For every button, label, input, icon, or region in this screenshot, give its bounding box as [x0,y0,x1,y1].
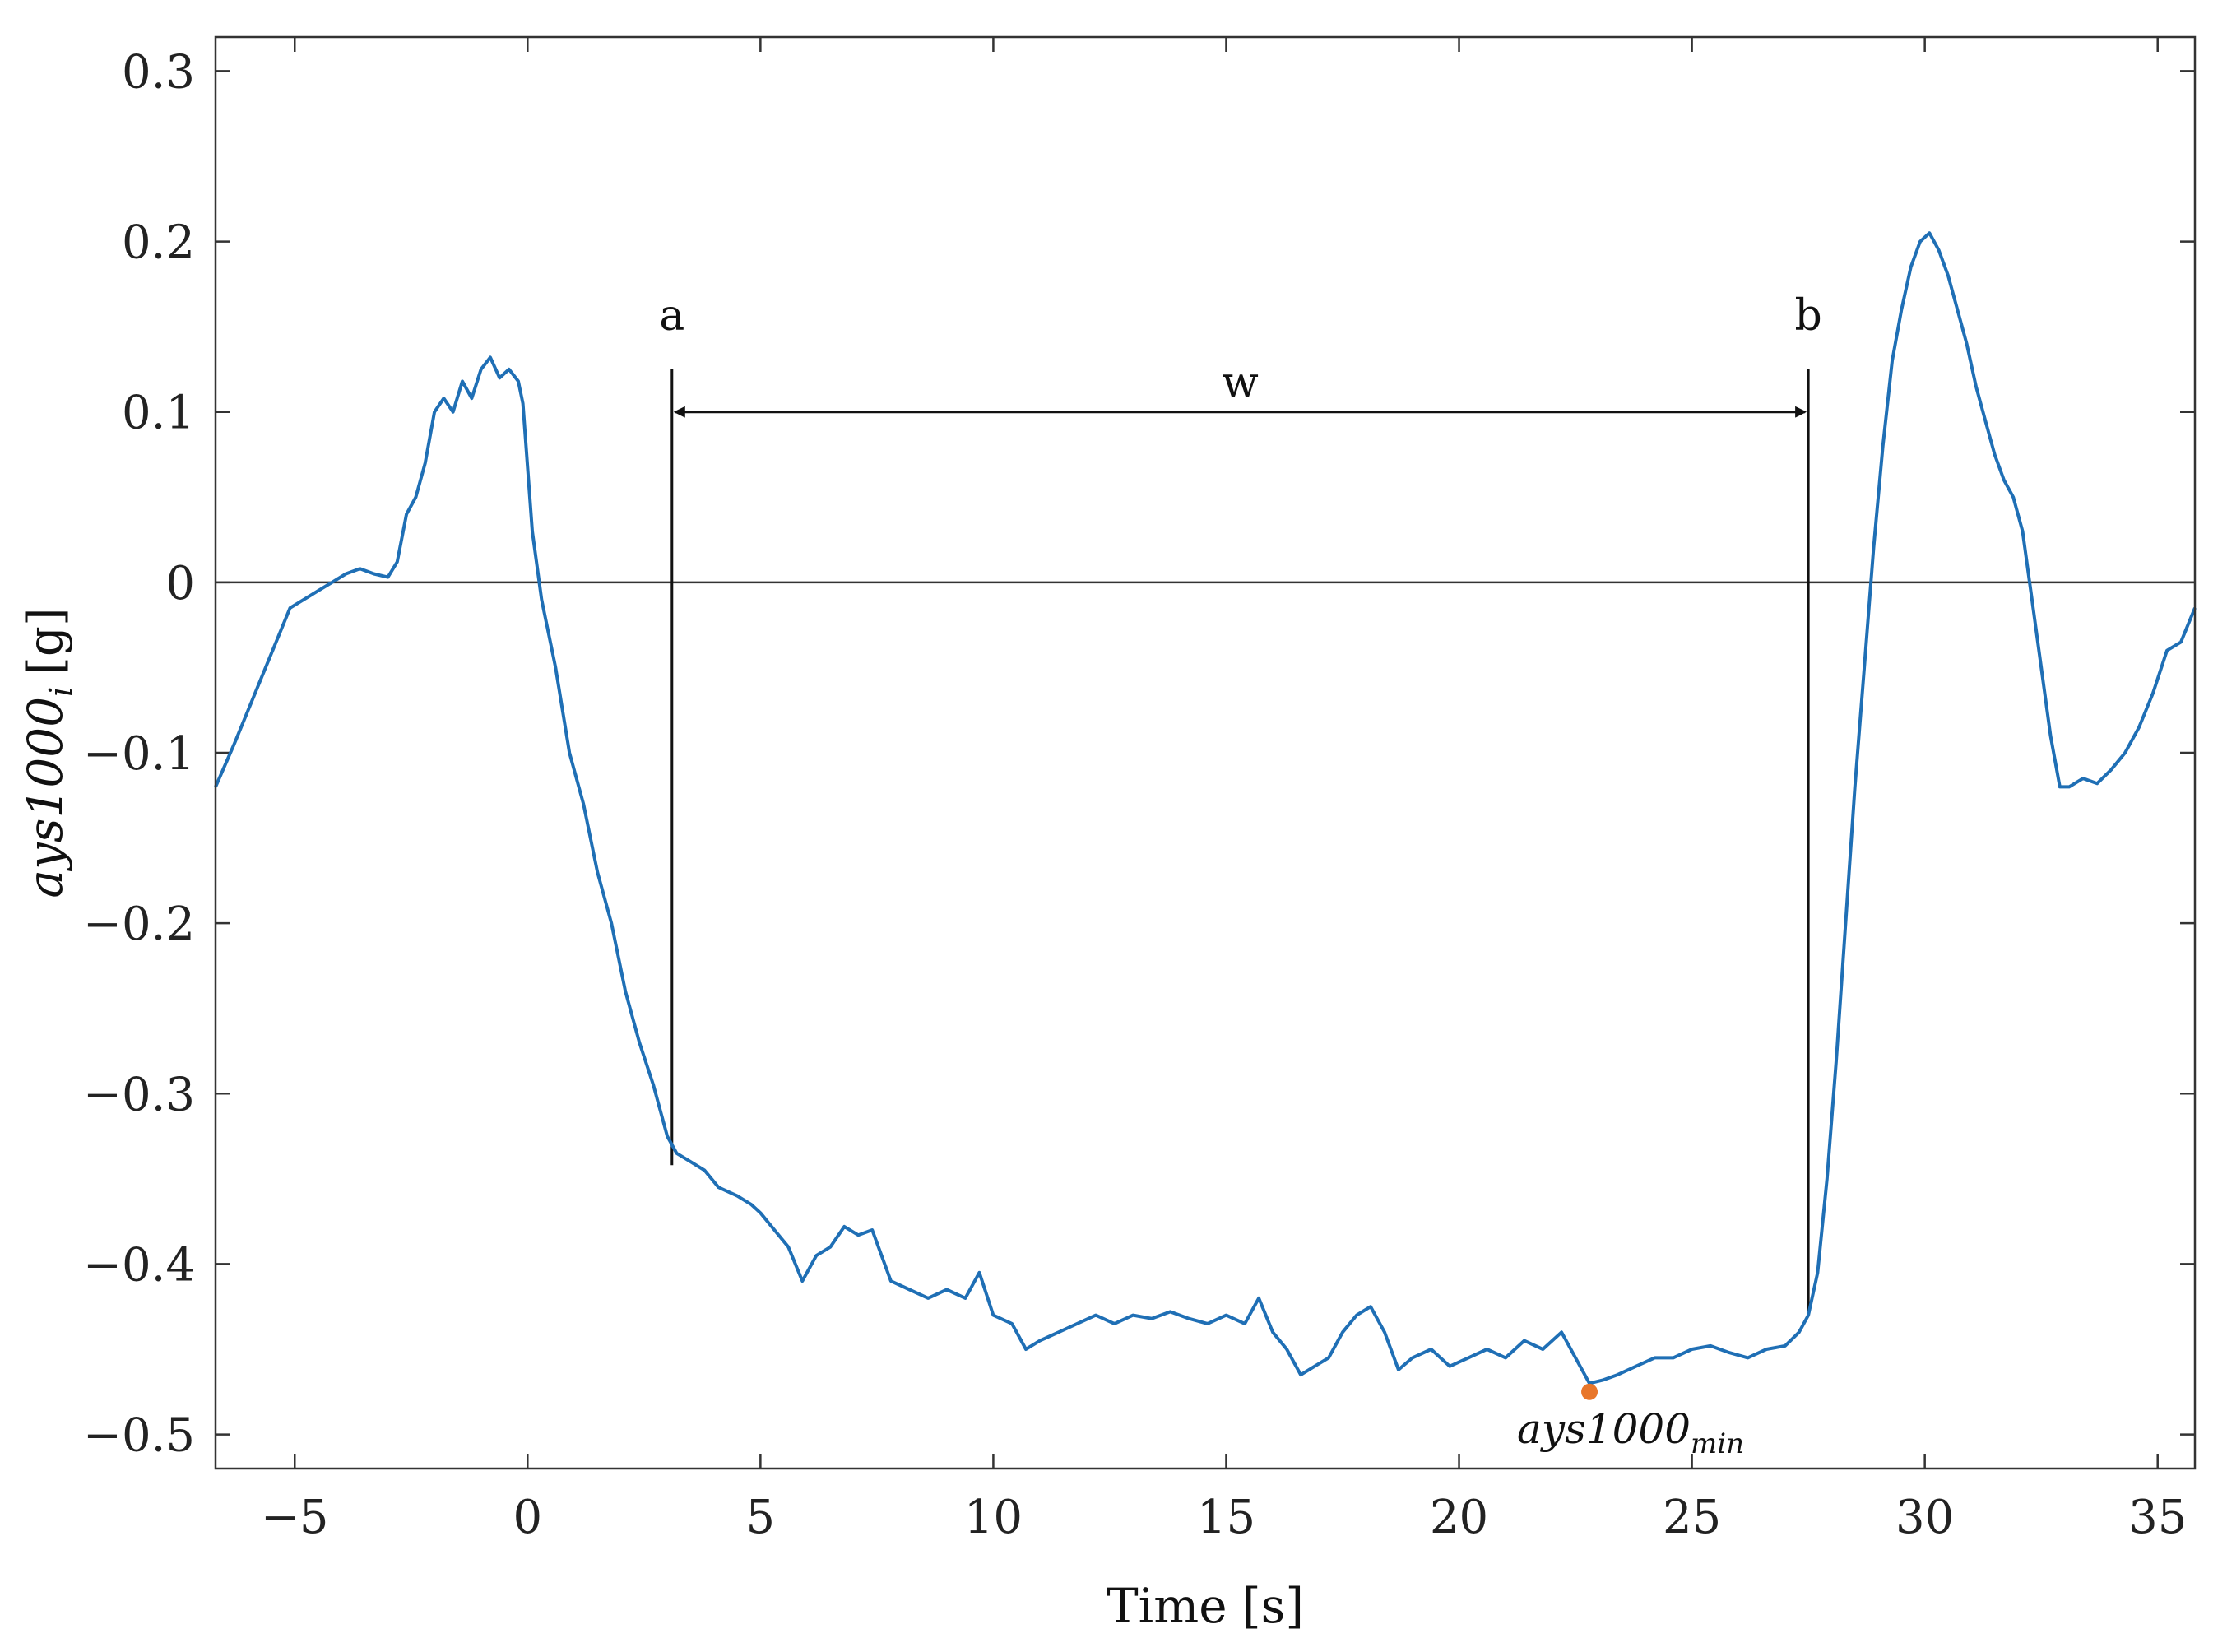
x-tick-label: −5 [261,1491,329,1544]
annotation-min-label-main: ays1000 [1517,1405,1691,1453]
y-tick-label: 0.2 [122,216,195,270]
annotation-w-label: w [1222,359,1259,408]
y-axis-label-unit: [g] [17,607,73,675]
x-axis-label: Time [s] [1107,1578,1304,1634]
y-tick-label: −0.3 [83,1068,195,1121]
y-tick-label: 0.3 [122,45,195,99]
x-tick-label: 35 [2128,1491,2187,1544]
annotation-b-label: b [1794,291,1821,341]
x-tick-label: 15 [1197,1491,1255,1544]
axis-ticks [216,37,2195,1469]
marker-layer [1581,1383,1598,1400]
annotation-min-label: ays1000min [1517,1405,1744,1460]
y-axis-label: ays1000i [g] [17,607,79,898]
x-tick-label: 5 [746,1491,776,1544]
y-tick-label: −0.4 [83,1238,195,1292]
y-tick-label: −0.2 [83,898,195,951]
y-axis-label-subscript: i [43,687,79,697]
x-tick-label: 20 [1430,1491,1488,1544]
annotation-lines [670,369,1810,1316]
x-tick-label: 30 [1895,1491,1954,1544]
y-axis-label-main: ays1000 [17,697,73,898]
y-tick-label: 0 [165,557,195,610]
y-tick-label: −0.5 [83,1409,195,1463]
series-layer [214,231,2197,1385]
min-marker [1581,1383,1598,1400]
plot-frame [214,35,2197,1470]
x-tick-label: 10 [964,1491,1023,1544]
series-line [214,231,2197,1385]
y-tick-label: −0.1 [83,727,195,781]
x-tick-label: 0 [513,1491,542,1544]
tick-labels: −5 0 5 10 15 20 25 30 35 −0.5 −0.4 −0.3 −0.2 −0.1 0 0.1… [83,45,2187,1544]
y-tick-label: 0.1 [122,387,195,440]
x-tick-label: 25 [1663,1491,1721,1544]
annotation-min-label-subscript: min [1691,1427,1744,1460]
annotation-a-label: a [659,291,684,341]
